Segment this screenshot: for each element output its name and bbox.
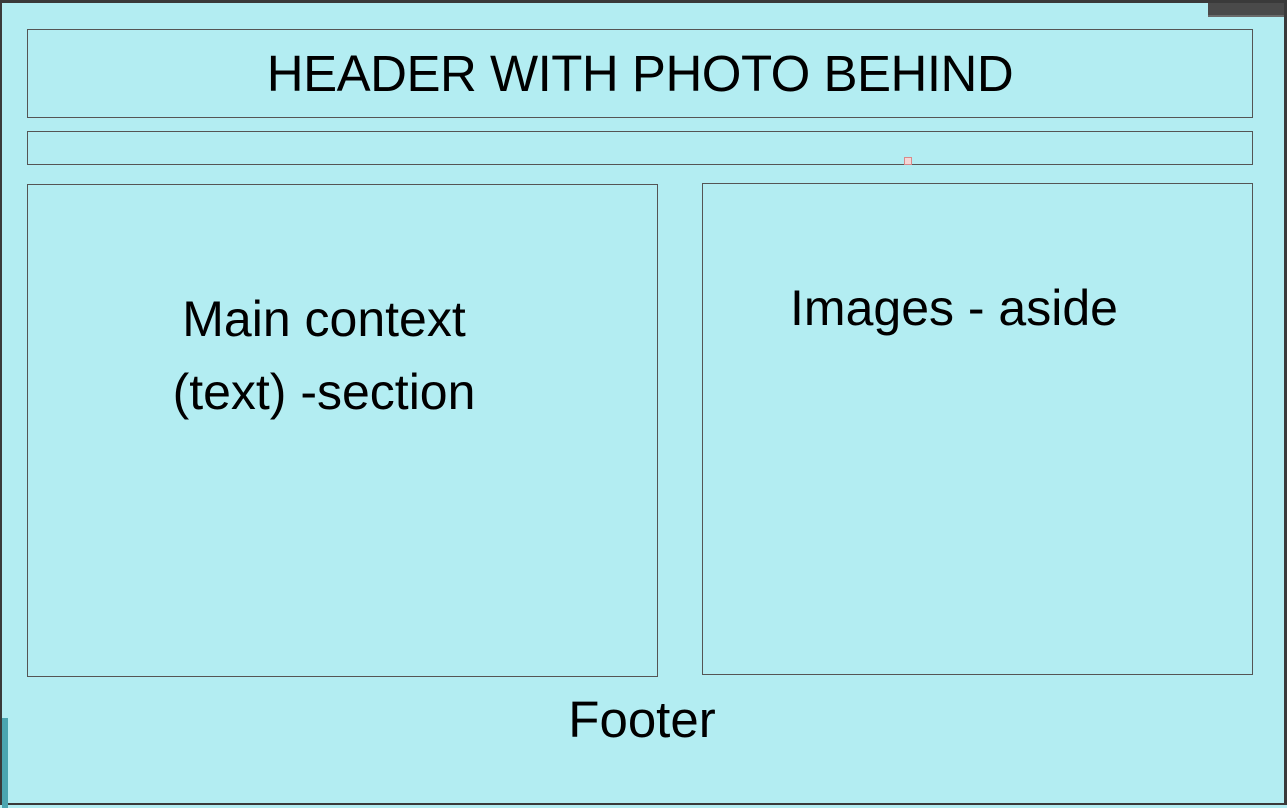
footer-label: Footer — [568, 691, 716, 748]
header-region: HEADER WITH PHOTO BEHIND — [27, 29, 1253, 118]
anchor-point-handle[interactable] — [904, 157, 912, 165]
main-section-region: Main context (text) -section — [27, 184, 658, 677]
main-section-label: Main context (text) -section — [28, 283, 620, 429]
nav-bar-region — [27, 131, 1253, 165]
aside-region: Images - aside — [702, 183, 1253, 675]
window-corner-handle — [1208, 3, 1284, 17]
main-section-label-line-2: (text) -section — [172, 364, 476, 420]
aside-label: Images - aside — [790, 280, 1118, 336]
header-label: HEADER WITH PHOTO BEHIND — [266, 45, 1014, 102]
main-section-label-line-1: Main context — [182, 291, 466, 347]
left-edge-tab — [2, 718, 8, 808]
